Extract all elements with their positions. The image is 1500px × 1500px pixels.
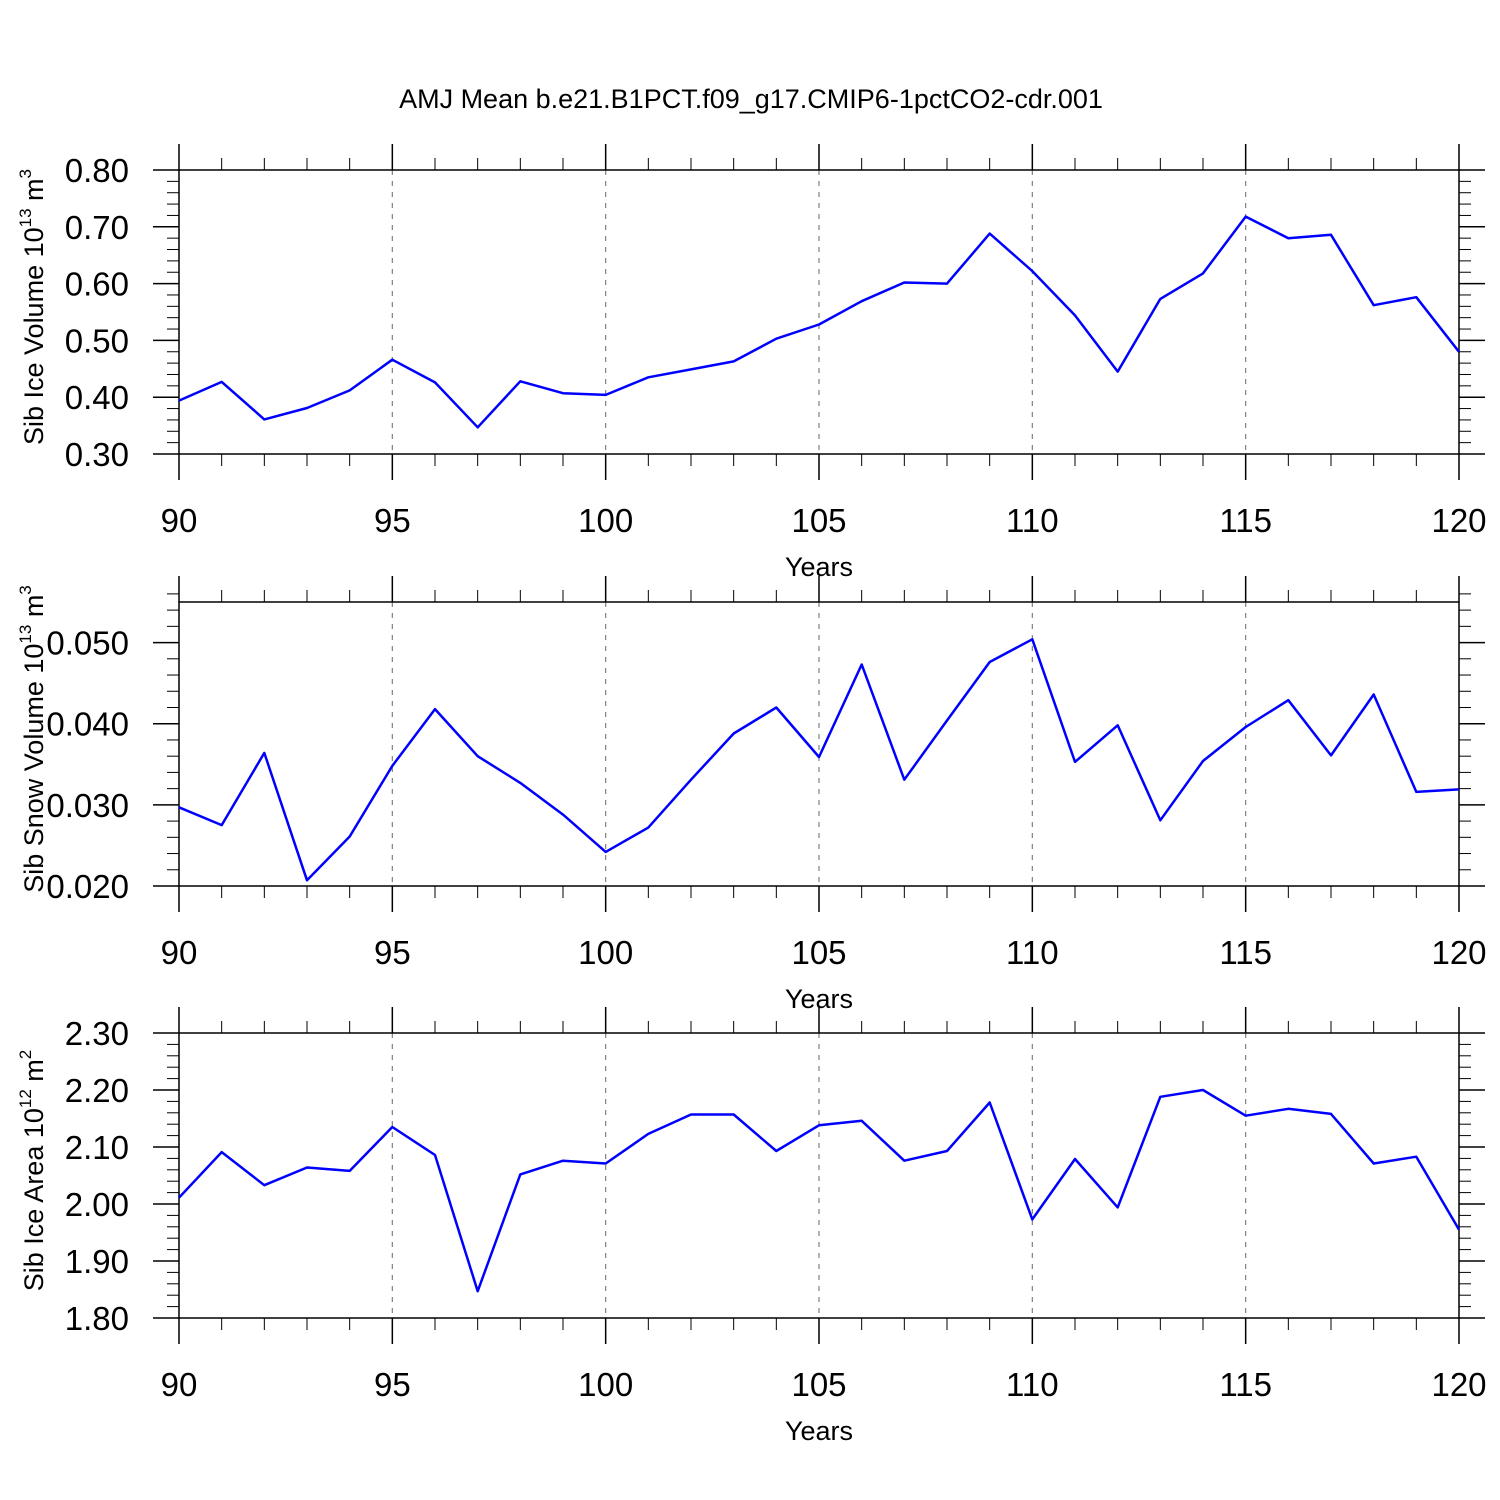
y-axis-label: Sib Ice Volume 1013 m3 xyxy=(16,169,49,445)
x-tick-label: 95 xyxy=(374,934,411,971)
y-tick-label: 1.90 xyxy=(65,1243,129,1280)
x-tick-label: 105 xyxy=(791,1366,846,1403)
figure-title: AMJ Mean b.e21.B1PCT.f09_g17.CMIP6-1pctC… xyxy=(399,84,1103,114)
x-tick-label: 105 xyxy=(791,934,846,971)
y-tick-label: 0.020 xyxy=(46,868,129,905)
x-tick-label: 95 xyxy=(374,502,411,539)
x-tick-label: 100 xyxy=(578,502,633,539)
x-tick-label: 90 xyxy=(161,1366,198,1403)
x-tick-label: 100 xyxy=(578,1366,633,1403)
y-axis-label: Sib Snow Volume 1013 m3 xyxy=(16,585,49,893)
panel-3: 90 95 100 105 110 115 120 Years 1.80 1.90 2.00 2.10… xyxy=(16,1007,1487,1446)
y-tick-label: 0.30 xyxy=(65,436,129,473)
x-tick-label: 110 xyxy=(1006,502,1059,539)
y-tick-label: 0.50 xyxy=(65,322,129,359)
x-tick-label: 105 xyxy=(791,502,846,539)
x-tick-label: 120 xyxy=(1431,502,1486,539)
series-line-1 xyxy=(178,638,1460,882)
y-tick-label: 1.80 xyxy=(65,1300,129,1337)
y-tick-label: 2.30 xyxy=(65,1015,129,1052)
y-tick-label: 0.040 xyxy=(46,706,129,743)
series-line-1 xyxy=(178,1088,1461,1293)
panel-2: 90 95 100 105 110 115 120Years0.0200.0300.0400… xyxy=(16,576,1487,1014)
y-tick-label: 2.10 xyxy=(65,1129,129,1166)
x-tick-label: 100 xyxy=(578,934,633,971)
x-tick-label: 90 xyxy=(161,934,198,971)
x-tick-label: 120 xyxy=(1431,1366,1486,1403)
x-tick-label: 115 xyxy=(1219,934,1272,971)
x-axis-label: Years xyxy=(785,1416,853,1446)
y-tick-label: 0.80 xyxy=(65,152,129,189)
y-tick-label: 2.00 xyxy=(65,1186,129,1223)
panel-1: 90 95 100 105 110 115 120Years0.300.400.500.60… xyxy=(16,144,1487,582)
series-line-1 xyxy=(178,215,1460,429)
y-tick-label: 0.050 xyxy=(46,625,129,662)
x-tick-label: 110 xyxy=(1006,934,1059,971)
y-tick-label: 0.70 xyxy=(65,209,129,246)
x-tick-label: 115 xyxy=(1219,1366,1272,1403)
y-tick-label: 0.60 xyxy=(65,266,129,303)
x-tick-label: 115 xyxy=(1219,502,1272,539)
x-tick-label: 120 xyxy=(1431,934,1486,971)
x-tick-label: 110 xyxy=(1006,1366,1059,1403)
y-tick-label: 2.20 xyxy=(65,1072,129,1109)
x-tick-label: 95 xyxy=(374,1366,411,1403)
panels: 90 95 100 105 110 115 120 Years 0.30 0.40 0.50 0.60… xyxy=(16,144,1487,1446)
y-tick-label: 0.030 xyxy=(46,787,129,824)
y-axis-label: Sib Ice Area 1012 m2 xyxy=(16,1050,49,1292)
x-tick-label: 90 xyxy=(161,502,198,539)
y-tick-label: 0.40 xyxy=(65,379,129,416)
